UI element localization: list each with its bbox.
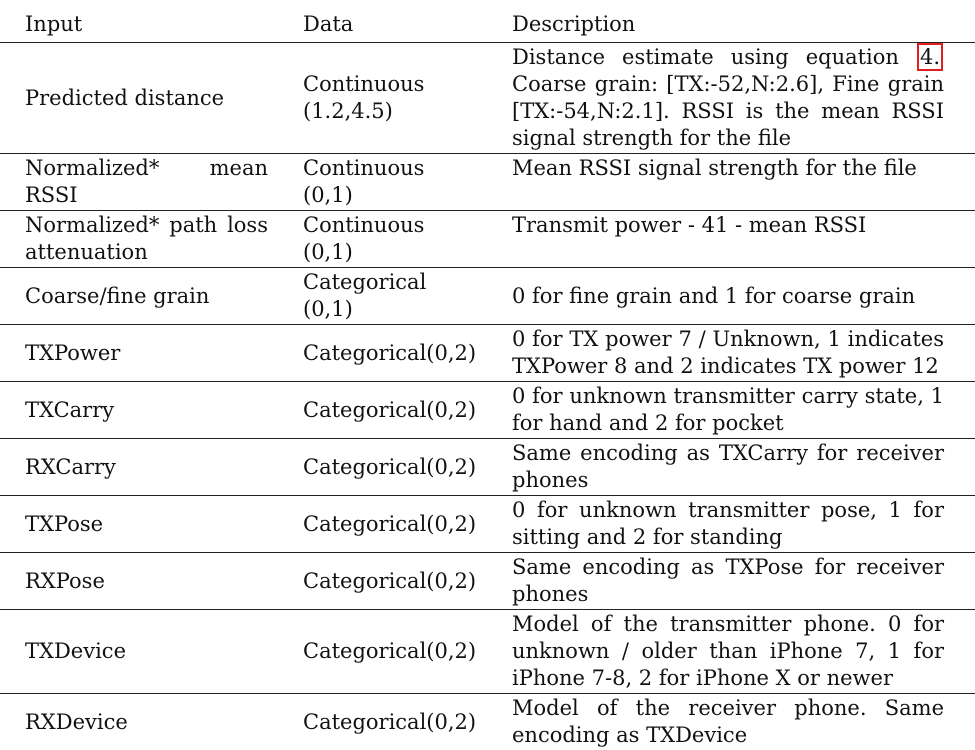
cell-description: Distance estimate using equation 4. Coar… [487,43,975,154]
table-header: Input Data Description [0,0,975,43]
cell-data: Categorical(0,2) [278,610,487,694]
table-row: Predicted distance Continuous (1.2,4.5) … [0,43,975,154]
cell-description: Model of the transmitter phone. 0 for un… [487,610,975,694]
cell-description: Transmit power - 41 - mean RSSI [487,211,975,268]
cell-input: Normalized* mean RSSI [0,154,278,211]
cell-data: Continuous (1.2,4.5) [278,43,487,154]
table-row: TXDevice Categorical(0,2) Model of the t… [0,610,975,694]
cell-input: TXDevice [0,610,278,694]
description-text-pre: Distance estimate using equation [512,45,916,69]
description-text-post: Coarse grain: [TX:-52,N:2.6], Fine grain… [512,72,944,150]
header-row: Input Data Description [0,0,975,43]
cell-description: Model of the receiver phone. Same encodi… [487,694,975,750]
table-row: Normalized* mean RSSI Continuous (0,1) M… [0,154,975,211]
cell-description: 0 for unknown transmitter carry state, 1… [487,382,975,439]
header-input: Input [0,0,278,43]
cell-input: RXCarry [0,439,278,496]
table-row: TXPower Categorical(0,2) 0 for TX power … [0,325,975,382]
table-row: RXPose Categorical(0,2) Same encoding as… [0,553,975,610]
cell-input: RXPose [0,553,278,610]
cell-description: 0 for TX power 7 / Unknown, 1 indicates … [487,325,975,382]
cell-data: Categorical(0,2) [278,439,487,496]
cell-input: RXDevice [0,694,278,750]
cell-description: Same encoding as TXCarry for receiver ph… [487,439,975,496]
table-row: TXPose Categorical(0,2) 0 for unknown tr… [0,496,975,553]
cell-description: 0 for fine grain and 1 for coarse grain [487,268,975,325]
cell-input: TXCarry [0,382,278,439]
cell-description: 0 for unknown transmitter pose, 1 for si… [487,496,975,553]
cell-input: TXPower [0,325,278,382]
cell-input: Coarse/fine grain [0,268,278,325]
header-description: Description [487,0,975,43]
equation-reference-highlight[interactable]: 4. [917,43,943,71]
table-body: Predicted distance Continuous (1.2,4.5) … [0,43,975,750]
cell-input: Predicted distance [0,43,278,154]
table-row: Coarse/fine grain Categorical (0,1) 0 fo… [0,268,975,325]
table-row: Normalized* path loss attenuation Contin… [0,211,975,268]
table-row: RXDevice Categorical(0,2) Model of the r… [0,694,975,750]
table-row: RXCarry Categorical(0,2) Same encoding a… [0,439,975,496]
cell-data: Categorical(0,2) [278,382,487,439]
cell-input: Normalized* path loss attenuation [0,211,278,268]
cell-data: Categorical(0,2) [278,694,487,750]
cell-data: Categorical(0,2) [278,325,487,382]
cell-description: Same encoding as TXPose for receiver pho… [487,553,975,610]
cell-description: Mean RSSI signal strength for the file [487,154,975,211]
cell-data: Categorical(0,2) [278,496,487,553]
feature-table-container: Input Data Description Predicted distanc… [0,0,975,703]
cell-data: Categorical (0,1) [278,268,487,325]
cell-data: Categorical(0,2) [278,553,487,610]
cell-data: Continuous (0,1) [278,211,487,268]
table-row: TXCarry Categorical(0,2) 0 for unknown t… [0,382,975,439]
cell-input: TXPose [0,496,278,553]
header-data: Data [278,0,487,43]
cell-data: Continuous (0,1) [278,154,487,211]
